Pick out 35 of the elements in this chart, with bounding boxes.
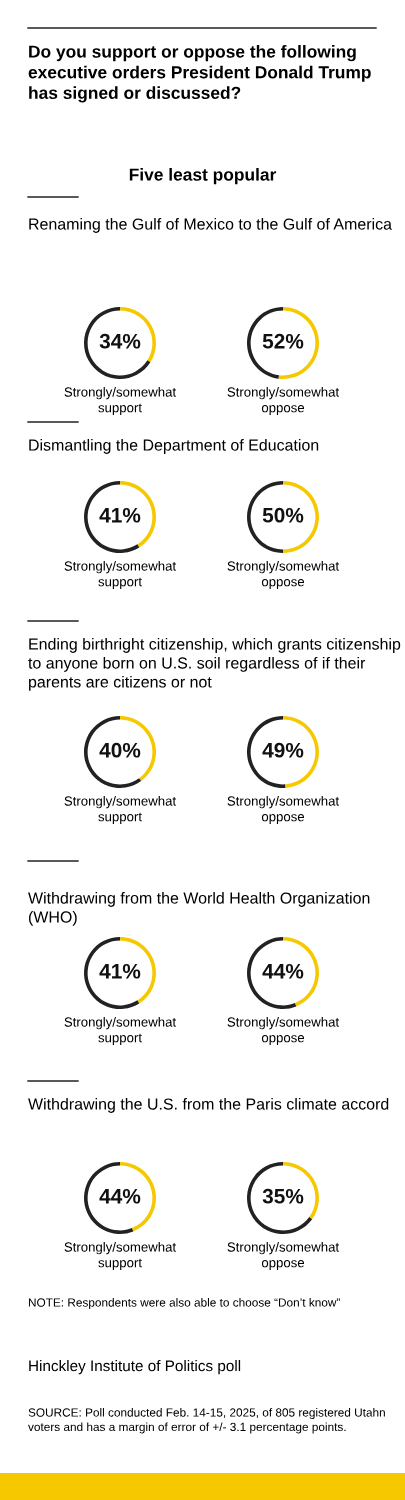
text: Hinckley Institute of Politics poll bbox=[29, 1360, 241, 1375]
text: NOTE: Respondents were also able to choose “Don’t know” bbox=[28, 1298, 340, 1310]
data-label: 44% bbox=[99, 1188, 141, 1204]
donut-slice bbox=[84, 937, 140, 1009]
data-label: 35% bbox=[262, 1188, 304, 1204]
data-label: 50% bbox=[262, 507, 304, 523]
data-label: 40% bbox=[99, 742, 141, 758]
text: Strongly/somewhat support bbox=[64, 561, 177, 589]
data-label: 44% bbox=[262, 963, 304, 979]
text: Five least popular bbox=[129, 168, 277, 185]
chart-title: Dismantling the Department of Education bbox=[29, 439, 319, 454]
text: Strongly/somewhat support bbox=[64, 1017, 177, 1045]
text: Strongly/somewhat support bbox=[64, 796, 177, 824]
data-label: 41% bbox=[99, 963, 141, 979]
text: Strongly/somewhat oppose bbox=[227, 796, 340, 824]
data-label: 49% bbox=[262, 742, 304, 758]
text: Strongly/somewhat support bbox=[64, 387, 177, 415]
data-label: 34% bbox=[99, 333, 141, 349]
text: Do you support or oppose the following executive orders President Donald Trump has signed or discussed? bbox=[28, 45, 371, 103]
donut-slice bbox=[247, 1162, 313, 1234]
text: Strongly/somewhat oppose bbox=[227, 1017, 340, 1045]
data-label: 52% bbox=[262, 333, 304, 349]
text: Ending birthright citizenship, which grants citizenship to anyone born on U.S. soil regardless of if their parents are citizens or not bbox=[28, 638, 401, 691]
data-label: 41% bbox=[99, 507, 141, 523]
donut-slice bbox=[84, 481, 140, 553]
source-note: SOURCE: Poll conducted Feb. 14-15, 2025, of 805 registered Utahn voters and has a margin of error of +/- 3.1 percentage points. bbox=[28, 1408, 385, 1434]
text: Withdrawing from the World Health Organization (WHO) bbox=[28, 892, 370, 926]
text: Strongly/somewhat oppose bbox=[227, 387, 340, 415]
donut-slice bbox=[84, 307, 151, 379]
text: Strongly/somewhat oppose bbox=[227, 561, 340, 589]
donut-slice bbox=[84, 716, 142, 788]
text: Strongly/somewhat oppose bbox=[227, 1242, 340, 1270]
text: Strongly/somewhat support bbox=[64, 1242, 177, 1270]
text: Withdrawing the U.S. from the Paris climate accord bbox=[28, 1098, 389, 1113]
text: Renaming the Gulf of Mexico to the Gulf of America bbox=[29, 218, 392, 233]
